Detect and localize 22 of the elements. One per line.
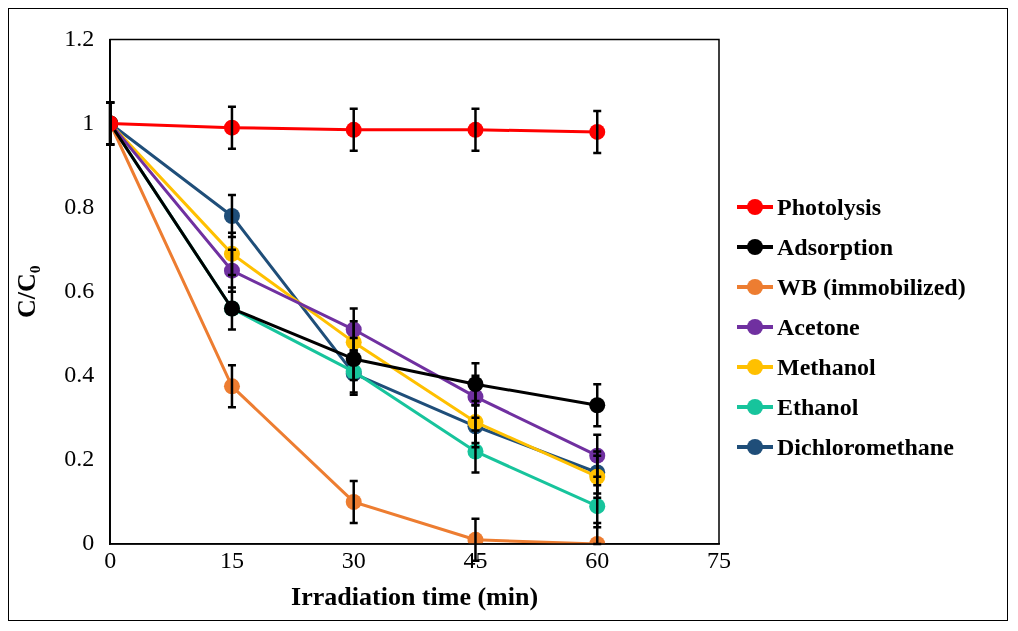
y-tick-label: 1 bbox=[82, 108, 95, 135]
legend-label: Adsorption bbox=[777, 233, 894, 261]
x-tick-label: 15 bbox=[219, 546, 244, 573]
legend-label: Ethanol bbox=[777, 393, 859, 421]
legend-label: Acetone bbox=[777, 313, 860, 341]
y-tick-label: 0 bbox=[82, 529, 95, 556]
x-tick-label: 75 bbox=[707, 546, 731, 573]
y-tick-label: 0.8 bbox=[64, 192, 95, 219]
x-tick-label: 0 bbox=[104, 546, 117, 573]
x-tick-label: 60 bbox=[585, 546, 610, 573]
legend-label: Photolysis bbox=[777, 193, 882, 221]
legend-label: Dichloromethane bbox=[777, 433, 954, 461]
x-axis-title: Irradiation time (min) bbox=[291, 582, 539, 612]
x-tick-label: 45 bbox=[463, 546, 488, 573]
legend-label: Methanol bbox=[777, 353, 876, 381]
y-tick-label: 0.4 bbox=[64, 361, 95, 388]
y-tick-label: 1.2 bbox=[64, 24, 95, 51]
y-tick-label: 0.2 bbox=[64, 445, 95, 472]
y-axis-title: C/C₀ bbox=[12, 265, 42, 318]
y-tick-label: 0.6 bbox=[64, 277, 95, 303]
legend-label: WB (immobilized) bbox=[777, 273, 966, 301]
x-tick-label: 30 bbox=[341, 546, 366, 573]
